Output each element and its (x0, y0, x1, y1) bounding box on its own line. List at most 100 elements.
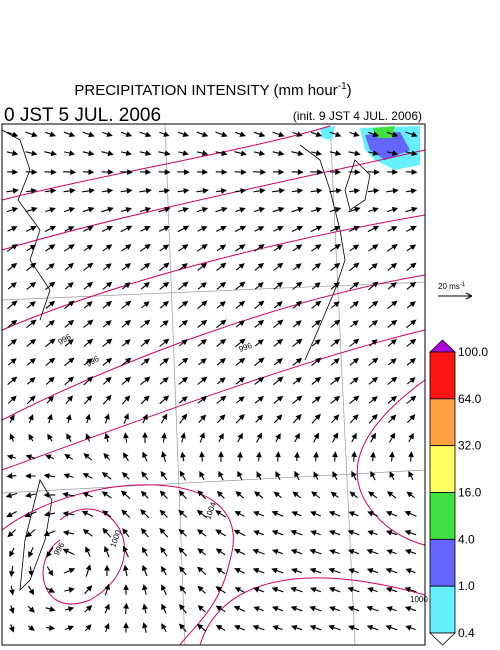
wind-arrow (272, 625, 283, 631)
wind-arrow (385, 510, 398, 517)
wind-arrow (309, 624, 322, 631)
wind-arrow (328, 586, 341, 593)
wind-arrow (45, 454, 55, 460)
wind-arrow (121, 282, 131, 290)
wind-arrow (252, 548, 265, 555)
wind-arrow (235, 320, 245, 328)
wind-arrow (9, 547, 15, 558)
wind-arrow (253, 587, 264, 593)
wind-arrow (121, 357, 132, 367)
wind-arrow (405, 150, 418, 157)
wind-arrow (140, 301, 150, 309)
wind-arrow (101, 491, 112, 499)
reference-exp: -1 (460, 282, 466, 288)
wind-arrow (273, 358, 283, 366)
wind-arrow (161, 623, 167, 633)
wind-arrow (349, 357, 360, 366)
wind-arrow (64, 587, 75, 593)
wind-arrow (45, 320, 55, 328)
wind-arrow (179, 566, 187, 576)
wind-arrow (386, 131, 399, 138)
wind-arrow (104, 583, 110, 596)
wind-arrow (272, 169, 285, 175)
wind-arrow (178, 320, 188, 328)
wind-arrow (103, 545, 110, 558)
wind-arrow (6, 454, 17, 460)
wind-arrow (139, 131, 152, 138)
wind-arrow (291, 225, 303, 232)
wind-arrow (63, 169, 77, 175)
wind-arrow (215, 548, 226, 556)
wind-arrow (197, 376, 208, 385)
wind-arrow (292, 357, 303, 366)
wind-arrow (25, 454, 36, 460)
wind-arrow (64, 454, 74, 460)
colorbar-label: 100.0 (458, 345, 488, 359)
wind-arrow (215, 586, 226, 594)
wind-arrow (85, 546, 91, 557)
wind-arrow (104, 413, 110, 424)
wind-arrow (84, 624, 92, 632)
wind-arrow (272, 206, 285, 213)
wind-arrow (404, 529, 417, 536)
wind-arrow (237, 432, 243, 443)
wind-arrow (366, 568, 379, 574)
colorbar-top (429, 339, 456, 353)
wind-arrow (122, 395, 131, 405)
wind-arrow (121, 471, 130, 480)
wind-arrow (349, 131, 360, 137)
wind-arrow (9, 605, 15, 614)
wind-arrow (234, 169, 247, 175)
wind-arrow (216, 319, 227, 329)
wind-arrow (45, 357, 56, 366)
wind-arrow (45, 300, 56, 309)
isobar (1, 484, 234, 646)
wind-arrow (309, 605, 322, 612)
wind-arrow (216, 188, 228, 194)
wind-arrow (292, 338, 303, 348)
wind-arrow (386, 549, 397, 555)
wind-arrow (234, 587, 245, 593)
wind-arrow (64, 357, 75, 367)
wind-arrow (139, 188, 152, 194)
wind-arrow (349, 377, 359, 385)
wind-arrow (404, 586, 417, 593)
wind-arrow (291, 568, 302, 574)
wind-arrow (404, 510, 417, 517)
wind-arrow (178, 490, 187, 500)
wind-arrow (368, 281, 379, 291)
wind-arrow (7, 395, 17, 404)
wind-arrow (140, 490, 149, 499)
wind-arrow (177, 131, 190, 137)
wind-arrow (368, 339, 378, 347)
wind-arrow (235, 491, 245, 499)
wind-arrow (348, 169, 361, 175)
wind-arrow (123, 432, 129, 443)
wind-arrow (121, 150, 133, 156)
wind-arrow (25, 492, 36, 498)
wind-arrow (368, 320, 378, 328)
isobar (1, 214, 426, 331)
wind-arrow (235, 396, 245, 404)
wind-arrow (26, 262, 37, 272)
wind-arrow (83, 358, 93, 366)
wind-arrow (271, 510, 284, 517)
wind-arrow (177, 187, 190, 194)
wind-arrow (47, 413, 53, 424)
wind-arrow (292, 491, 302, 499)
wind-arrow (216, 395, 227, 404)
wind-arrow (233, 625, 246, 631)
wind-arrow (101, 225, 113, 232)
wind-arrow (311, 376, 322, 385)
wind-arrow (159, 281, 170, 290)
wind-arrow (330, 319, 341, 328)
wind-arrow (140, 319, 151, 328)
wind-vectors (5, 131, 418, 633)
wind-arrow (196, 509, 207, 518)
wind-arrow (120, 169, 134, 175)
wind-arrow (330, 262, 341, 271)
wind-arrow (142, 622, 148, 633)
wind-arrow (272, 150, 285, 157)
wind-arrow (310, 169, 324, 175)
